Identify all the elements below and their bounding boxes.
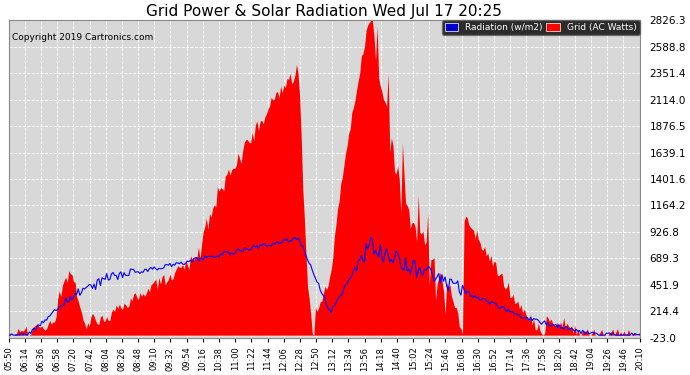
Text: Copyright 2019 Cartronics.com: Copyright 2019 Cartronics.com [12, 33, 153, 42]
Legend: Radiation (w/m2), Grid (AC Watts): Radiation (w/m2), Grid (AC Watts) [442, 20, 640, 35]
Title: Grid Power & Solar Radiation Wed Jul 17 20:25: Grid Power & Solar Radiation Wed Jul 17 … [146, 4, 502, 19]
